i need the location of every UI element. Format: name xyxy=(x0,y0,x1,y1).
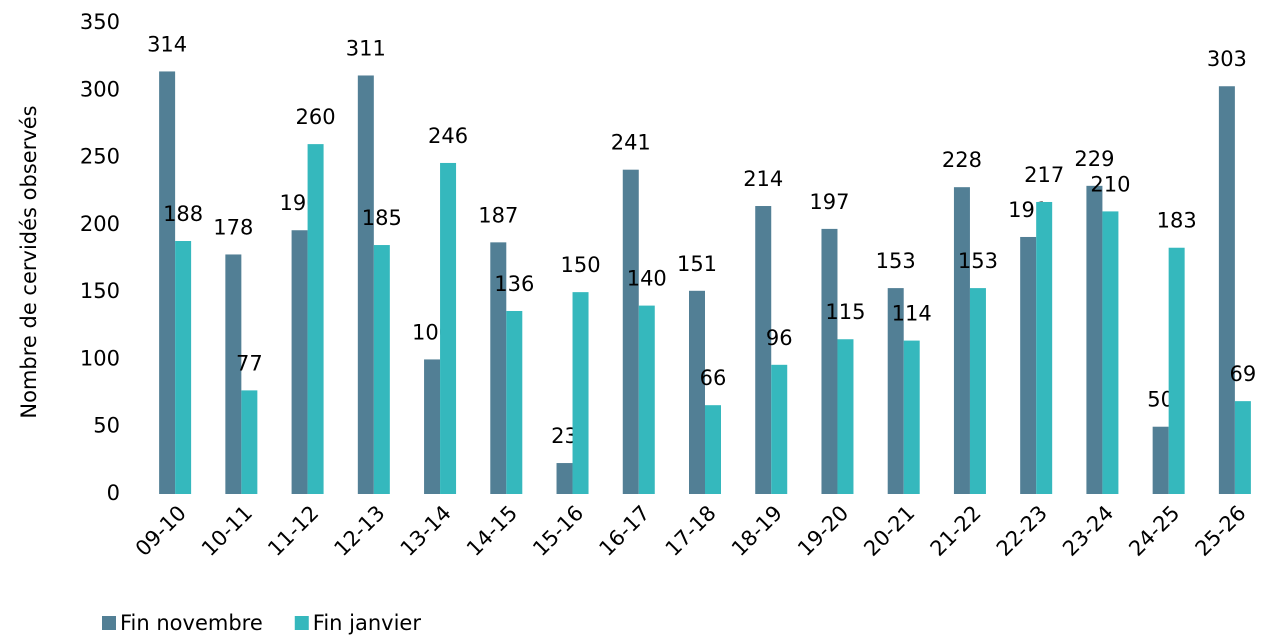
bar xyxy=(1168,247,1185,494)
x-tick-label: 22-23 xyxy=(992,501,1052,561)
bar xyxy=(771,364,788,494)
bar xyxy=(969,288,986,494)
x-tick-label: 25-26 xyxy=(1191,501,1251,561)
bar xyxy=(887,288,904,494)
data-label: 185 xyxy=(362,206,402,230)
legend-label: Fin novembre xyxy=(120,611,263,635)
bar xyxy=(556,463,573,494)
x-tick-label: 10-11 xyxy=(197,501,257,561)
data-label: 153 xyxy=(958,249,998,273)
y-axis-title: Nombre de cervidés observés xyxy=(17,105,41,418)
data-label: 314 xyxy=(147,32,187,56)
data-label: 187 xyxy=(478,203,518,227)
bar xyxy=(159,71,176,495)
data-label: 69 xyxy=(1230,362,1257,386)
bar xyxy=(755,206,772,494)
x-tick-label: 11-12 xyxy=(263,501,323,561)
data-label: 311 xyxy=(346,36,386,60)
x-tick-label: 15-16 xyxy=(528,501,588,561)
bar xyxy=(1218,86,1235,495)
y-tick-label: 50 xyxy=(93,414,120,438)
bar xyxy=(175,241,192,494)
y-tick-label: 0 xyxy=(107,481,120,505)
x-tick-label: 21-22 xyxy=(926,501,986,561)
bar xyxy=(638,305,655,494)
data-label: 246 xyxy=(428,124,468,148)
bar xyxy=(440,162,457,494)
bar xyxy=(903,340,920,494)
bar xyxy=(1102,211,1119,494)
bar xyxy=(821,228,838,494)
data-label: 303 xyxy=(1207,47,1247,71)
bar xyxy=(241,390,258,494)
bar xyxy=(953,187,970,495)
x-tick-label: 20-21 xyxy=(859,501,919,561)
data-label: 241 xyxy=(611,131,651,155)
data-label: 210 xyxy=(1090,172,1130,196)
data-label: 153 xyxy=(876,249,916,273)
bar xyxy=(373,245,390,494)
bar xyxy=(689,290,705,494)
data-label: 136 xyxy=(494,272,534,296)
x-tick-label: 18-19 xyxy=(727,501,787,561)
bar xyxy=(307,144,324,494)
y-tick-label: 150 xyxy=(80,279,120,303)
legend-label: Fin janvier xyxy=(313,611,422,635)
x-tick-label: 17-18 xyxy=(661,501,721,561)
data-label: 140 xyxy=(627,267,667,291)
bar xyxy=(506,310,523,494)
bar xyxy=(225,254,242,494)
data-label: 228 xyxy=(942,148,982,172)
y-tick-label: 300 xyxy=(80,77,120,101)
x-tick-label: 14-15 xyxy=(462,501,522,561)
bar xyxy=(837,339,854,494)
data-label: 197 xyxy=(809,190,849,214)
data-label: 178 xyxy=(213,215,253,239)
bar xyxy=(357,75,374,495)
data-label: 214 xyxy=(743,167,783,191)
x-tick-label: 16-17 xyxy=(594,501,654,561)
bar xyxy=(622,169,639,494)
data-label: 96 xyxy=(766,326,793,350)
data-label: 229 xyxy=(1074,147,1114,171)
legend-swatch xyxy=(102,616,116,630)
bar xyxy=(1234,401,1251,494)
bar xyxy=(1086,185,1103,494)
data-label: 115 xyxy=(825,300,865,324)
bar xyxy=(572,292,589,494)
data-label: 217 xyxy=(1024,163,1064,187)
data-label: 151 xyxy=(677,252,717,276)
y-tick-label: 100 xyxy=(80,346,120,370)
y-tick-label: 250 xyxy=(80,145,120,169)
bar xyxy=(1020,236,1037,494)
bar xyxy=(705,405,721,494)
bar xyxy=(490,242,507,494)
data-label: 77 xyxy=(236,351,263,375)
x-tick-label: 19-20 xyxy=(793,501,853,561)
bar xyxy=(291,230,308,495)
x-tick-label: 24-25 xyxy=(1124,501,1184,561)
data-label: 114 xyxy=(892,302,932,326)
y-tick-label: 200 xyxy=(80,212,120,236)
x-tick-label: 12-13 xyxy=(329,501,389,561)
data-label: 66 xyxy=(700,366,727,390)
bar xyxy=(1036,201,1053,495)
data-label: 188 xyxy=(163,202,203,226)
x-tick-label: 23-24 xyxy=(1058,501,1118,561)
legend-swatch xyxy=(294,616,309,630)
bar xyxy=(424,359,441,494)
data-label: 183 xyxy=(1157,209,1197,233)
data-label: 260 xyxy=(296,105,336,129)
y-tick-label: 350 xyxy=(80,10,120,34)
x-tick-label: 09-10 xyxy=(131,501,191,561)
bar xyxy=(1152,426,1169,494)
x-tick-label: 13-14 xyxy=(396,501,456,561)
data-label: 150 xyxy=(560,253,600,277)
